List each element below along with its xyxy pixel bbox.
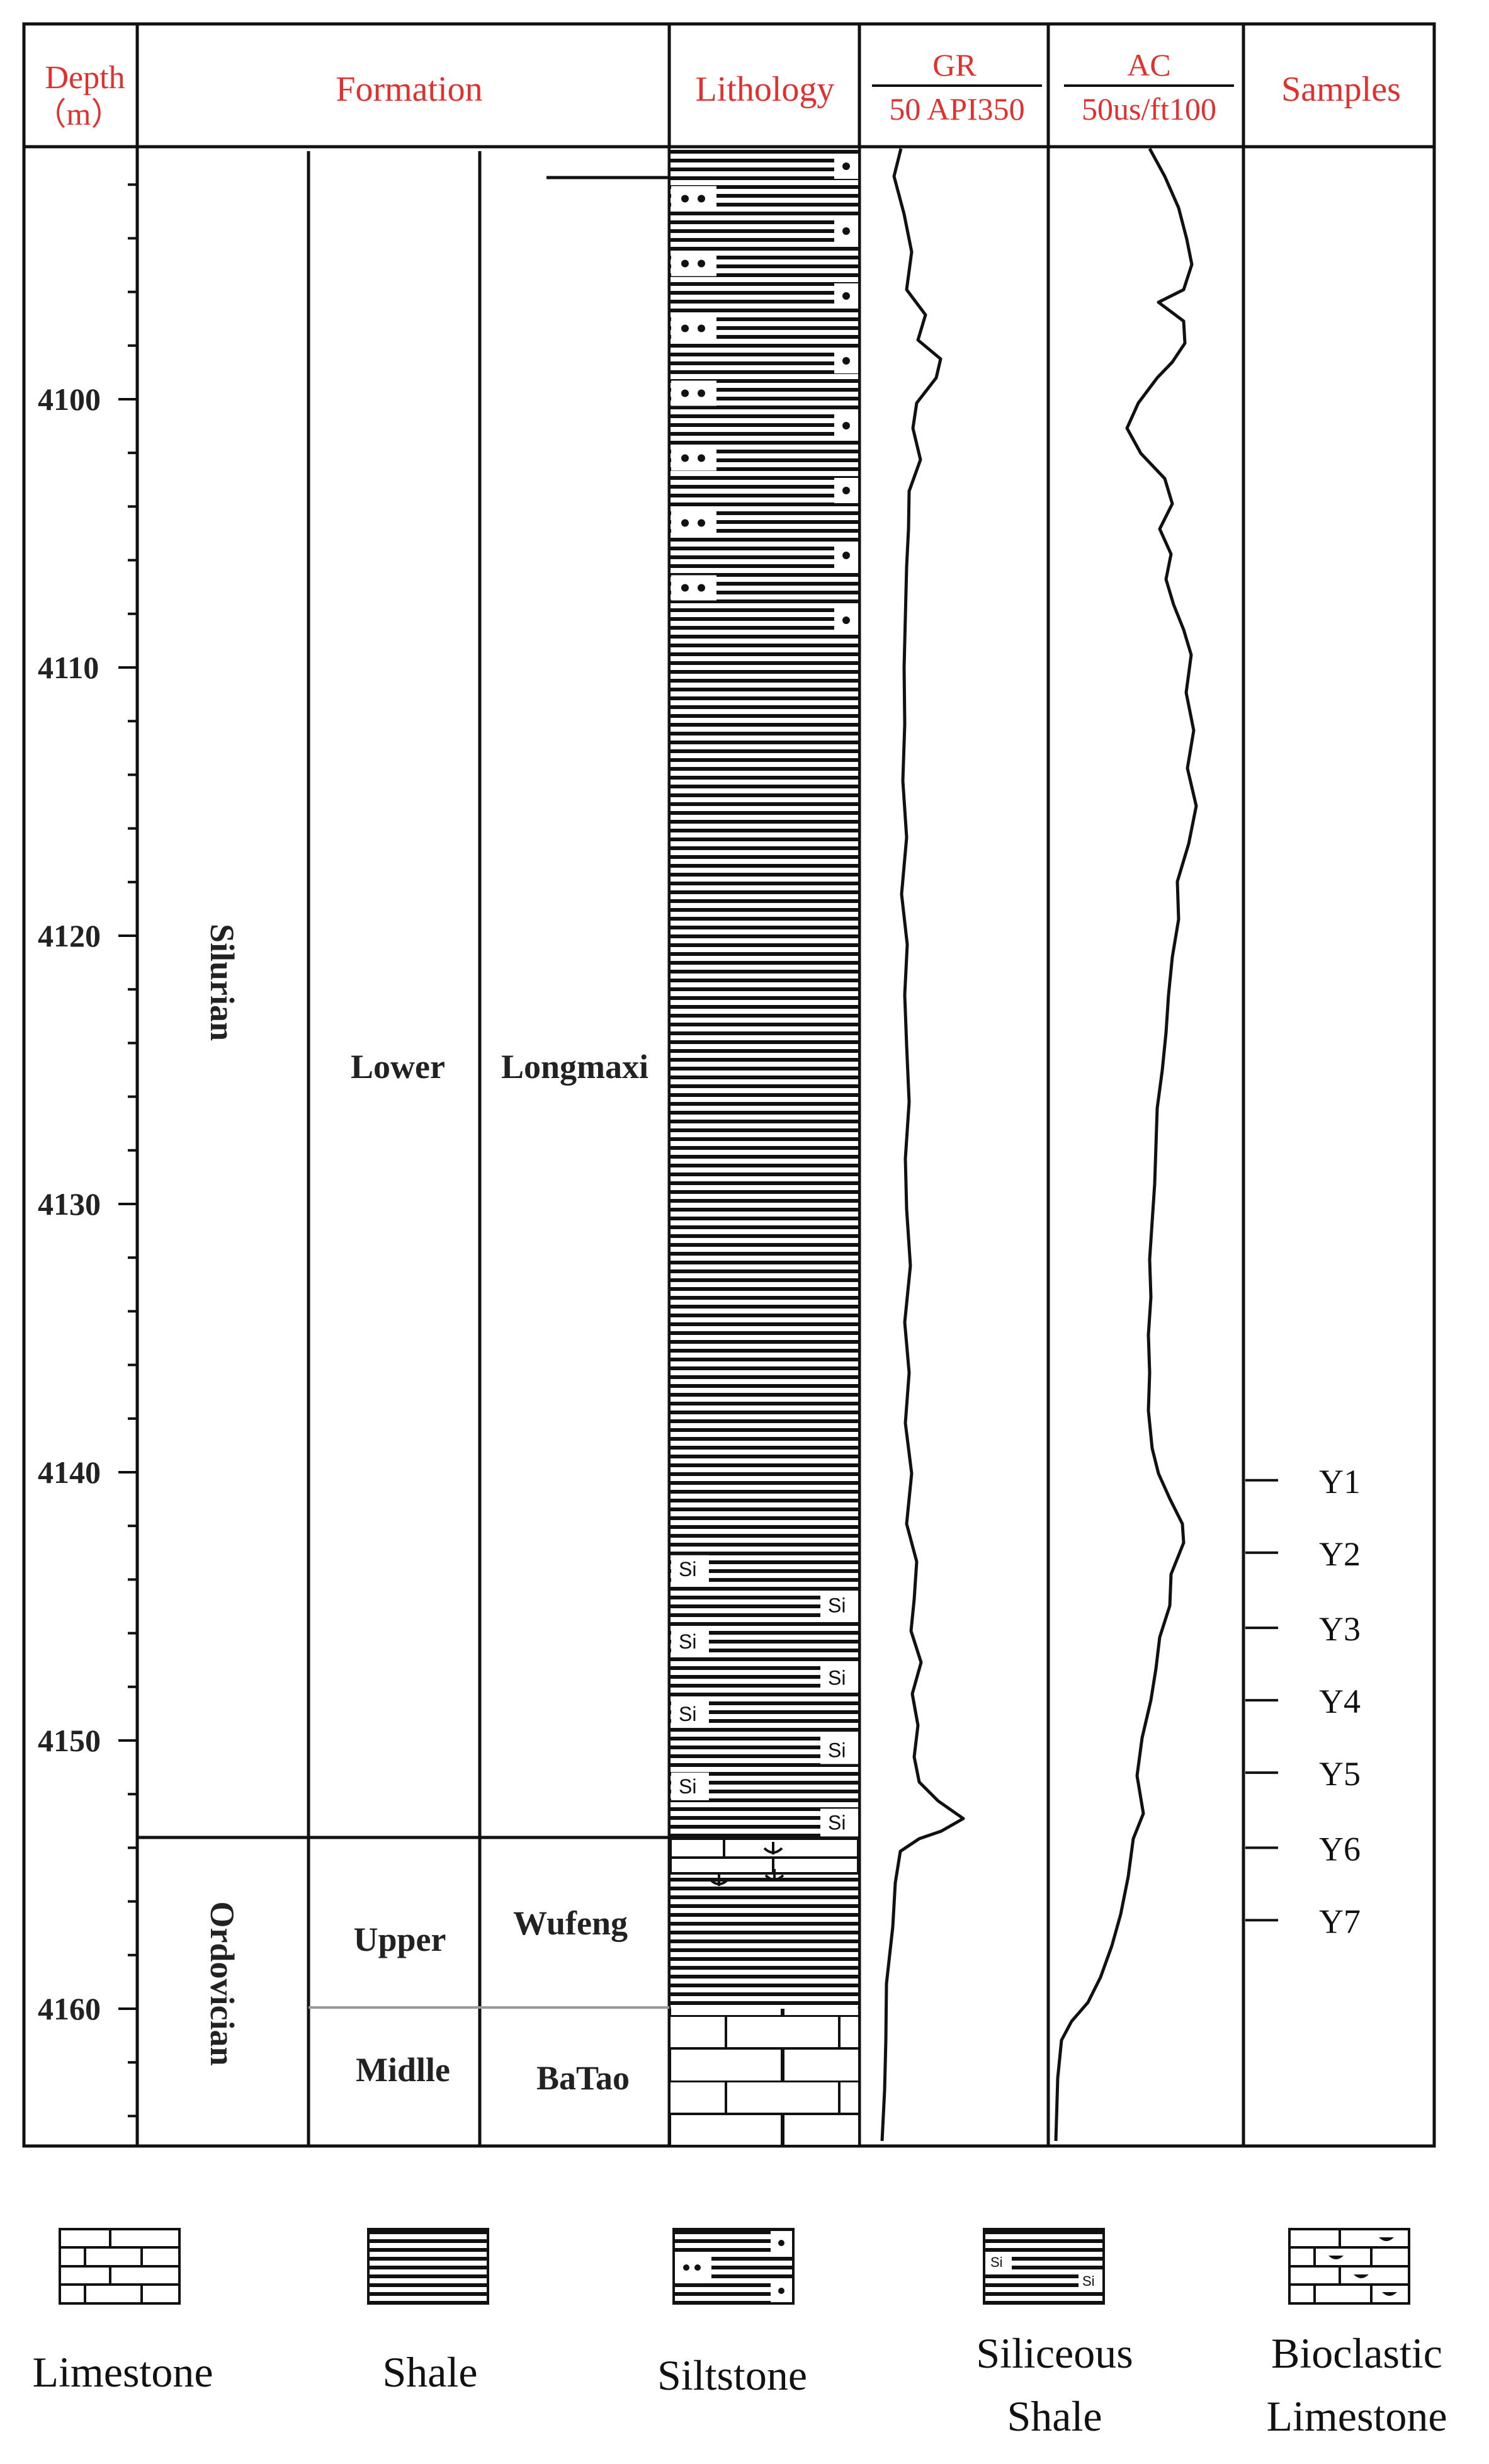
legend-siltstone-swatch	[672, 2228, 795, 2305]
siltstone-lens	[671, 478, 858, 536]
legend-limestone-swatch	[59, 2228, 181, 2305]
lithology-limestone	[671, 2009, 858, 2145]
depth-tick-label: 4130	[38, 1186, 101, 1222]
column-frame	[22, 22, 1436, 2148]
legend-siliceous-shale-swatch: Si Si	[983, 2228, 1105, 2305]
siltstone-lens	[834, 608, 858, 633]
legend-bioclastic-limestone-label: Limestone	[1266, 2392, 1447, 2440]
siliceous-lens: Si	[820, 1808, 858, 1837]
siltstone-lens	[671, 348, 858, 406]
si-label: Si	[679, 1703, 696, 1725]
lithology-header: Lithology	[696, 70, 835, 109]
series-upper-label: Upper	[354, 1921, 446, 1958]
ac-scale-header: 50us/ft100	[1082, 91, 1216, 127]
samples-header: Samples	[1281, 70, 1401, 109]
depth-tick-label: 4100	[38, 382, 101, 417]
legend-shale-swatch	[367, 2228, 489, 2305]
formation-labels: Silurian Ordovician Lower Upper Midlle L…	[203, 924, 648, 2097]
gr-scale-header: 50 API350	[889, 91, 1024, 127]
sample-label: Y4	[1319, 1683, 1361, 1720]
siliceous-lens: Si	[671, 1772, 709, 1800]
outer-border	[22, 22, 1436, 2148]
lithology-column: Si Si Si Si Si Si Si Si	[669, 149, 859, 2145]
si-label: Si	[679, 1630, 696, 1653]
samples: Y1 Y2 Y3 Y4 Y5 Y6 Y7	[1245, 1463, 1361, 1940]
sample-label: Y1	[1319, 1463, 1361, 1501]
bioclastic-marks	[671, 1839, 858, 1886]
siltstone-lens	[671, 219, 858, 276]
si-label: Si	[679, 1558, 696, 1581]
ac-curve	[1054, 147, 1198, 2142]
header: Depth （m） Formation Lithology GR 50 API3…	[35, 47, 1401, 132]
siltstone-lens	[671, 283, 858, 341]
siliceous-lens: Si	[820, 1736, 858, 1764]
siltstone-lens	[671, 154, 858, 212]
svg-text:Si: Si	[990, 2254, 1003, 2270]
sample-label: Y7	[1319, 1902, 1361, 1940]
si-label: Si	[679, 1775, 696, 1798]
depth-tick-label: 4150	[38, 1723, 101, 1758]
well-log-curves	[880, 147, 1198, 2142]
system-silurian-label: Silurian	[203, 924, 241, 1041]
siliceous-lens: Si	[671, 1555, 709, 1583]
svg-text:Si: Si	[1082, 2273, 1095, 2289]
lithology-wufeng-shale	[671, 1873, 858, 2007]
depth-unit-header: （m）	[35, 96, 123, 132]
siliceous-lens: Si	[820, 1591, 858, 1620]
formation-header: Formation	[336, 70, 482, 109]
gr-curve	[880, 148, 965, 2142]
depth-tick-label: 4110	[38, 650, 99, 685]
series-lower-label: Lower	[351, 1048, 445, 1086]
depth-axis: 4100 4110 4120 4130 4140 4150 4160	[38, 183, 137, 2118]
si-label: Si	[828, 1739, 846, 1761]
system-ordovician-label: Ordovician	[203, 1901, 241, 2065]
depth-header: Depth	[45, 60, 125, 96]
legend: Si Si Limestone Shale Siltstone Siliceou…	[32, 2228, 1447, 2440]
depth-tick-label: 4140	[38, 1455, 101, 1490]
siltstone-lens	[671, 413, 858, 471]
sample-label: Y2	[1319, 1535, 1361, 1573]
legend-siliceous-label: Siliceous	[976, 2329, 1133, 2377]
gr-header: GR	[932, 47, 977, 82]
siliceous-lens: Si	[671, 1627, 709, 1655]
legend-siltstone-label: Siltstone	[657, 2351, 807, 2399]
legend-bioclastic-label: Bioclastic	[1271, 2329, 1442, 2377]
sample-label: Y5	[1319, 1755, 1361, 1793]
formation-batao-label: BaTao	[536, 2059, 630, 2097]
depth-tick-label: 4120	[38, 918, 101, 953]
si-label: Si	[828, 1666, 846, 1689]
siliceous-lens: Si	[671, 1700, 709, 1728]
siltstone-lens	[671, 543, 858, 601]
siliceous-lens: Si	[820, 1664, 858, 1692]
series-middle-label: Midlle	[356, 2051, 450, 2089]
depth-tick-label: 4160	[38, 1991, 101, 2026]
legend-limestone-label: Limestone	[32, 2348, 213, 2396]
sample-label: Y6	[1319, 1830, 1361, 1868]
lithology-bioclastic-limestone	[669, 1837, 859, 1875]
formation-wufeng-label: Wufeng	[513, 1904, 628, 1942]
si-label: Si	[828, 1811, 846, 1834]
formation-longmaxi-label: Longmaxi	[501, 1048, 648, 1086]
ac-header: AC	[1127, 47, 1170, 82]
legend-bioclastic-limestone-swatch	[1288, 2228, 1410, 2305]
legend-shale-label: Shale	[382, 2348, 477, 2396]
lithology-overlays: Si Si Si Si Si Si Si Si	[671, 154, 858, 1886]
legend-siliceous-shale-label: Shale	[1007, 2392, 1102, 2440]
sample-label: Y3	[1319, 1610, 1361, 1648]
si-label: Si	[828, 1594, 846, 1616]
